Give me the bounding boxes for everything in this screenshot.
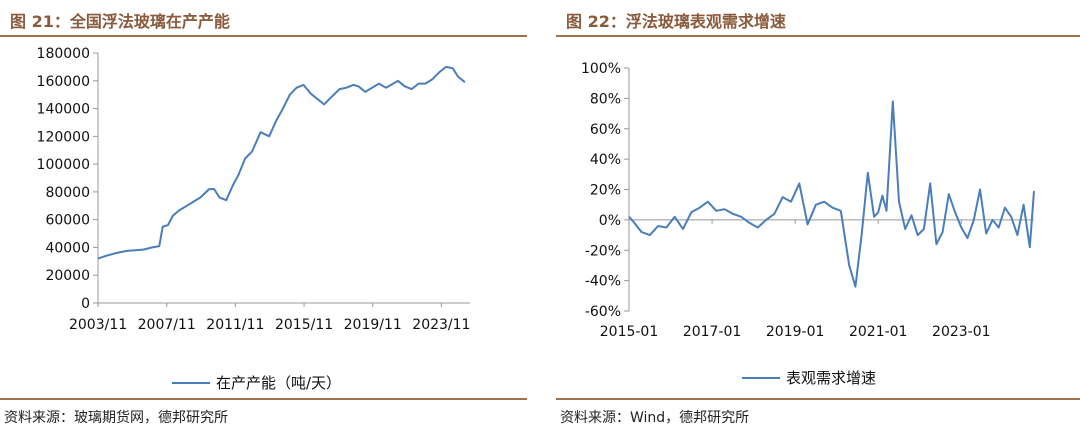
y-tick-label: -60% bbox=[585, 304, 621, 320]
y-tick-label: 80000 bbox=[45, 185, 90, 201]
y-tick-label: 180000 bbox=[37, 46, 90, 62]
right-source-note: 资料来源：Wind，德邦研究所 bbox=[560, 410, 750, 426]
x-tick-label: 2023/11 bbox=[412, 317, 470, 333]
y-tick-label: 100% bbox=[581, 61, 621, 77]
y-tick-label: 40% bbox=[590, 152, 621, 168]
y-tick-label: 40000 bbox=[45, 240, 90, 256]
legend-label: 在产产能（吨/天） bbox=[216, 374, 341, 392]
y-tick-label: 20% bbox=[590, 183, 621, 199]
y-tick-label: 0% bbox=[599, 213, 621, 229]
right-chart: -60% -40% -20% 0% 20% 40% 60% 80% 100% 2015-01 201… bbox=[581, 61, 1035, 387]
right-figure-title: 图 22：浮法玻璃表观需求增速 bbox=[566, 12, 786, 31]
x-tick-label: 2007/11 bbox=[138, 317, 196, 333]
left-source-note: 资料来源：玻璃期货网，德邦研究所 bbox=[4, 410, 228, 426]
legend-label: 表观需求增速 bbox=[786, 369, 876, 387]
x-tick-label: 2015/11 bbox=[275, 317, 333, 333]
right-figure: 图 22：浮法玻璃表观需求增速 -60% -40% -20% 0% 20% 40% 60% 8… bbox=[556, 0, 1080, 431]
x-tick-label: 2011/11 bbox=[206, 317, 264, 333]
x-tick-label: 2003/11 bbox=[69, 317, 127, 333]
x-tick-label: 2017-01 bbox=[683, 324, 742, 340]
x-tick-label: 2015-01 bbox=[600, 324, 659, 340]
left-bottom-rule bbox=[0, 398, 527, 400]
y-tick-label: 100000 bbox=[37, 157, 90, 173]
right-bottom-rule bbox=[556, 398, 1080, 400]
series-line bbox=[628, 100, 1035, 288]
y-tick-label: -40% bbox=[585, 274, 621, 290]
x-tick-label: 2023-01 bbox=[932, 324, 991, 340]
x-tick-label: 2019/11 bbox=[344, 317, 402, 333]
right-top-rule bbox=[556, 35, 1080, 37]
x-tick-label: 2019-01 bbox=[766, 324, 825, 340]
y-tick-label: 60% bbox=[590, 122, 621, 138]
left-figure-title: 图 21：全国浮法玻璃在产产能 bbox=[10, 12, 230, 31]
y-tick-label: 0 bbox=[81, 296, 90, 312]
left-figure: 图 21：全国浮法玻璃在产产能 0 20000 40000 60000 80000 100… bbox=[0, 0, 527, 431]
left-top-rule bbox=[0, 35, 527, 37]
x-tick-label: 2021-01 bbox=[849, 324, 908, 340]
y-tick-label: 120000 bbox=[37, 129, 90, 145]
series-line bbox=[97, 65, 466, 260]
y-tick-label: 60000 bbox=[45, 213, 90, 229]
y-tick-label: 20000 bbox=[45, 268, 90, 284]
y-tick-label: 160000 bbox=[37, 74, 90, 90]
y-tick-label: -20% bbox=[585, 243, 621, 259]
left-chart: 0 20000 40000 60000 80000 100000 120000 140000 1… bbox=[37, 46, 471, 392]
y-tick-label: 80% bbox=[590, 91, 621, 107]
y-tick-label: 140000 bbox=[37, 102, 90, 118]
